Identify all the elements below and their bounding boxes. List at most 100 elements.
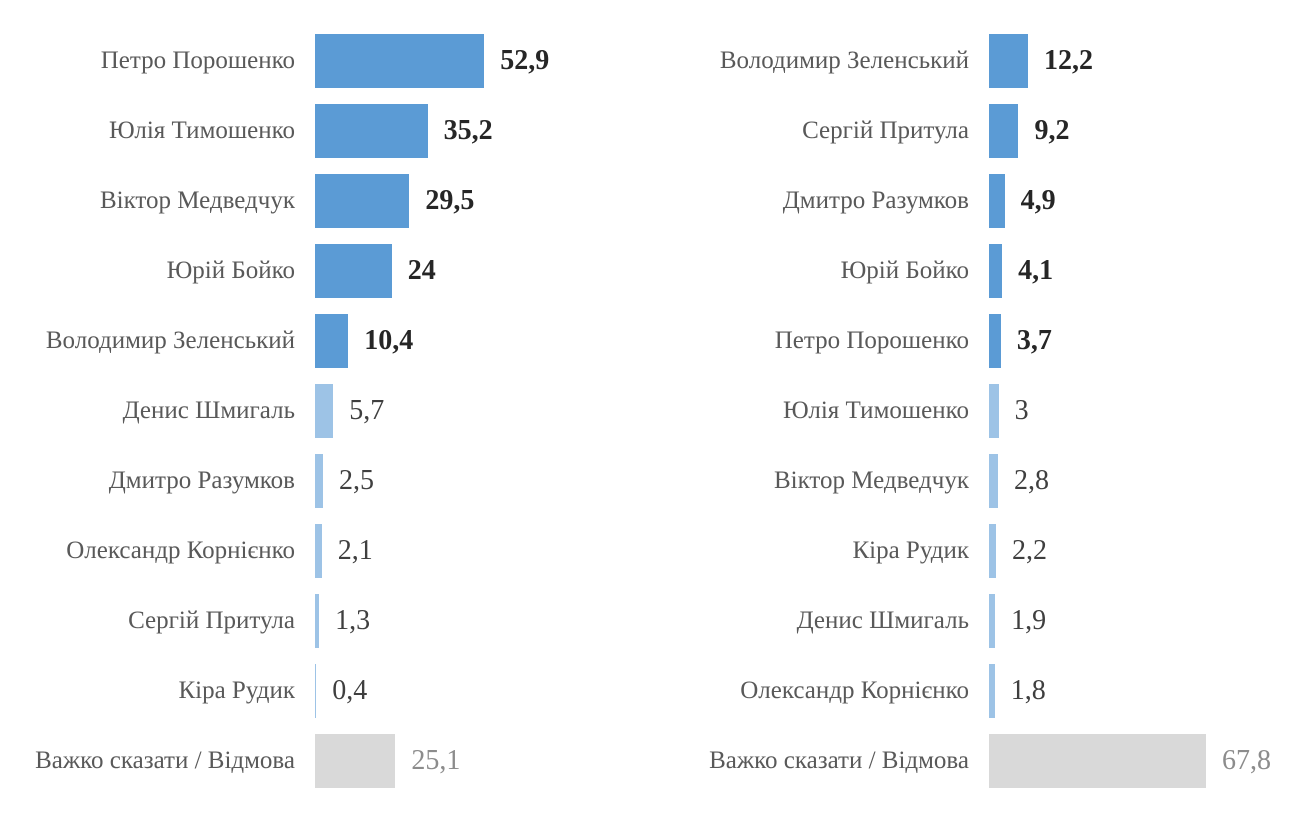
bar-track: 5,7 [315,384,649,438]
chart-row: Петро Порошенко 52,9 [0,26,649,96]
chart-left: Петро Порошенко 52,9 Юлія Тимошенко 35,2… [0,26,649,796]
bar [989,454,998,508]
chart-row: Володимир Зеленський 12,2 [649,26,1298,96]
bar-track: 1,8 [989,664,1298,718]
bar-track: 3 [989,384,1298,438]
category-label: Володимир Зеленський [45,327,295,355]
value-label: 2,2 [1012,535,1048,566]
value-label: 1,9 [1011,605,1047,636]
chart-row: Денис Шмигаль 1,9 [649,586,1298,656]
category-label: Кіра Рудик [178,677,295,705]
value-label: 67,8 [1221,745,1271,776]
bar [989,244,1003,298]
value-label: 0,4 [332,675,368,706]
chart-row: Кіра Рудик 0,4 [0,656,649,726]
value-label: 1,8 [1010,675,1046,706]
bar-track: 4,1 [989,244,1298,298]
category-label: Олександр Корнієнко [740,677,969,705]
category-label: Юлія Тимошенко [783,397,969,425]
bar [315,734,396,788]
bar [315,664,317,718]
chart-row: Дмитро Разумков 4,9 [649,166,1298,236]
bar-track: 1,3 [315,594,649,648]
bar-track: 24 [315,244,649,298]
dual-bar-chart-figure: Петро Порошенко 52,9 Юлія Тимошенко 35,2… [0,26,1298,796]
bar [989,104,1019,158]
category-label: Володимир Зеленський [719,47,969,75]
bar-track: 25,1 [315,734,649,788]
category-label: Петро Порошенко [100,47,295,75]
bar [989,734,1206,788]
bar [989,314,1001,368]
category-label: Юлія Тимошенко [109,117,295,145]
bar-track: 52,9 [315,34,649,88]
chart-row: Денис Шмигаль 5,7 [0,376,649,446]
bar-track: 10,4 [315,314,649,368]
category-label: Петро Порошенко [774,327,969,355]
category-label: Кіра Рудик [852,537,969,565]
bar [989,664,995,718]
chart-row: Олександр Корнієнко 1,8 [649,656,1298,726]
chart-right: Володимир Зеленський 12,2 Сергій Притула… [649,26,1298,796]
category-label: Віктор Медведчук [99,187,295,215]
category-label: Юрій Бойко [840,257,969,285]
category-label: Олександр Корнієнко [66,537,295,565]
category-label: Дмитро Разумков [108,467,295,495]
value-label: 9,2 [1034,115,1070,146]
chart-row: Кіра Рудик 2,2 [649,516,1298,586]
bar [315,384,334,438]
value-label: 2,5 [339,465,374,496]
chart-row: Володимир Зеленський 10,4 [0,306,649,376]
bar [989,524,997,578]
bar [315,314,349,368]
value-label: 2,8 [1013,465,1049,496]
value-label: 24 [407,255,436,286]
bar-track: 35,2 [315,104,649,158]
bar [315,454,323,508]
chart-row: Сергій Притула 9,2 [649,96,1298,166]
bar-track: 2,2 [989,524,1298,578]
bar [315,244,392,298]
category-label: Дмитро Разумков [782,187,969,215]
bar-track: 1,9 [989,594,1298,648]
chart-row: Важко сказати / Відмова 25,1 [0,726,649,796]
value-label: 2,1 [337,535,373,566]
value-label: 4,9 [1020,185,1056,216]
category-label: Важко сказати / Відмова [709,747,969,775]
value-label: 5,7 [349,395,385,426]
chart-row: Віктор Медведчук 2,8 [649,446,1298,516]
value-label: 12,2 [1044,45,1094,76]
bar [989,34,1029,88]
category-label: Сергій Притула [802,117,969,145]
value-label: 1,3 [335,605,371,636]
bar [315,34,485,88]
value-label: 10,4 [364,325,414,356]
bar-track: 29,5 [315,174,649,228]
category-label: Сергій Притула [128,607,295,635]
bar-track: 9,2 [989,104,1298,158]
value-label: 29,5 [425,185,475,216]
bar-track: 4,9 [989,174,1298,228]
value-label: 4,1 [1018,255,1054,286]
value-label: 3,7 [1016,325,1052,356]
bar-track: 2,8 [989,454,1298,508]
value-label: 3 [1014,395,1029,426]
bar [989,384,999,438]
category-label: Денис Шмигаль [796,607,969,635]
bar-track: 2,5 [315,454,649,508]
bar [315,524,322,578]
chart-row: Дмитро Разумков 2,5 [0,446,649,516]
chart-row: Петро Порошенко 3,7 [649,306,1298,376]
bar [315,104,428,158]
category-label: Віктор Медведчук [773,467,969,495]
category-label: Денис Шмигаль [122,397,295,425]
chart-row: Юрій Бойко 4,1 [649,236,1298,306]
bar-track: 12,2 [989,34,1298,88]
bar-track: 67,8 [989,734,1298,788]
bar [315,174,410,228]
chart-row: Олександр Корнієнко 2,1 [0,516,649,586]
bar-track: 3,7 [989,314,1298,368]
category-label: Важко сказати / Відмова [35,747,295,775]
chart-row: Юлія Тимошенко 3 [649,376,1298,446]
bar [989,594,996,648]
